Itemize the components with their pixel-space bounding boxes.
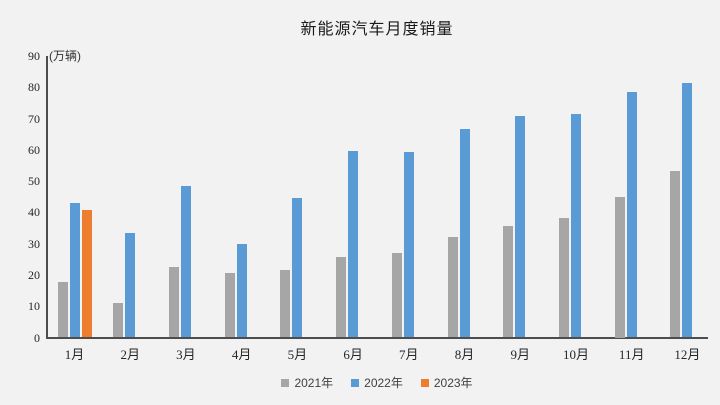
legend-swatch-2021年 bbox=[281, 378, 290, 387]
legend-swatch-2023年 bbox=[420, 378, 429, 387]
bar-2022年-7月 bbox=[403, 152, 414, 338]
x-tick-label: 12月 bbox=[674, 347, 701, 362]
y-tick-label: 20 bbox=[28, 267, 40, 282]
bar-2021年-11月 bbox=[614, 196, 625, 338]
bar-2022年-9月 bbox=[515, 116, 526, 338]
bar-2021年-9月 bbox=[503, 225, 514, 338]
bar-2022年-12月 bbox=[682, 82, 693, 338]
x-axis-line bbox=[46, 337, 708, 339]
y-tick-label: 70 bbox=[28, 111, 40, 126]
bar-2022年-5月 bbox=[292, 197, 303, 338]
y-tick-label: 80 bbox=[28, 80, 40, 95]
bar-2023年-1月 bbox=[81, 209, 92, 338]
bar-2021年-7月 bbox=[391, 252, 402, 338]
bar-2021年-4月 bbox=[224, 273, 235, 338]
x-tick-label: 1月 bbox=[64, 347, 85, 362]
x-tick-label: 7月 bbox=[399, 347, 419, 362]
y-tick-label: 30 bbox=[28, 236, 40, 251]
bar-2021年-8月 bbox=[447, 237, 458, 338]
legend-swatch-2022年 bbox=[351, 378, 360, 387]
x-tick-label: 5月 bbox=[287, 347, 308, 362]
x-tick-label: 11月 bbox=[618, 347, 645, 362]
bar-2021年-10月 bbox=[558, 217, 569, 338]
x-tick-label: 8月 bbox=[454, 347, 475, 362]
bar-2021年-5月 bbox=[280, 269, 291, 338]
x-tick-label: 4月 bbox=[231, 347, 252, 362]
legend-item-2021年: 2021年 bbox=[281, 374, 333, 391]
y-tick-label: 10 bbox=[28, 299, 40, 314]
legend-item-2022年: 2022年 bbox=[351, 374, 403, 391]
bar-2022年-1月 bbox=[69, 202, 80, 338]
x-tick-label: 10月 bbox=[562, 347, 589, 362]
legend-label: 2022年 bbox=[364, 376, 403, 390]
y-tick-label: 60 bbox=[28, 142, 40, 157]
bar-2022年-10月 bbox=[570, 114, 581, 338]
bar-2022年-6月 bbox=[348, 151, 359, 338]
y-tick-label: 40 bbox=[28, 205, 40, 220]
bar-2021年-1月 bbox=[57, 281, 68, 338]
x-tick-label: 6月 bbox=[343, 347, 363, 362]
legend-label: 2021年 bbox=[294, 376, 334, 390]
bar-2022年-11月 bbox=[626, 91, 637, 338]
bar-2022年-4月 bbox=[236, 243, 247, 338]
bar-2021年-3月 bbox=[168, 266, 179, 338]
legend-item-2023年: 2023年 bbox=[420, 374, 473, 391]
y-axis-unit-label: (万辆) bbox=[49, 49, 81, 63]
legend: 2021年 2022年 2023年 bbox=[47, 374, 707, 391]
x-tick-label: 3月 bbox=[176, 347, 196, 362]
bar-2021年-2月 bbox=[113, 303, 124, 338]
y-tick-label: 90 bbox=[28, 49, 40, 63]
bar-2022年-8月 bbox=[459, 129, 470, 338]
y-tick-label: 50 bbox=[28, 174, 40, 189]
legend-label: 2023年 bbox=[433, 376, 473, 390]
x-tick-label: 9月 bbox=[510, 347, 530, 362]
x-tick-label: 2月 bbox=[120, 347, 140, 362]
bar-2021年-6月 bbox=[336, 257, 347, 338]
chart-title: 新能源汽车月度销量 bbox=[300, 21, 454, 38]
bar-2021年-12月 bbox=[670, 171, 681, 338]
bar-2022年-3月 bbox=[180, 186, 191, 338]
bar-2022年-2月 bbox=[125, 233, 136, 338]
y-tick-label: 0 bbox=[34, 330, 40, 345]
y-axis-line bbox=[46, 56, 48, 338]
